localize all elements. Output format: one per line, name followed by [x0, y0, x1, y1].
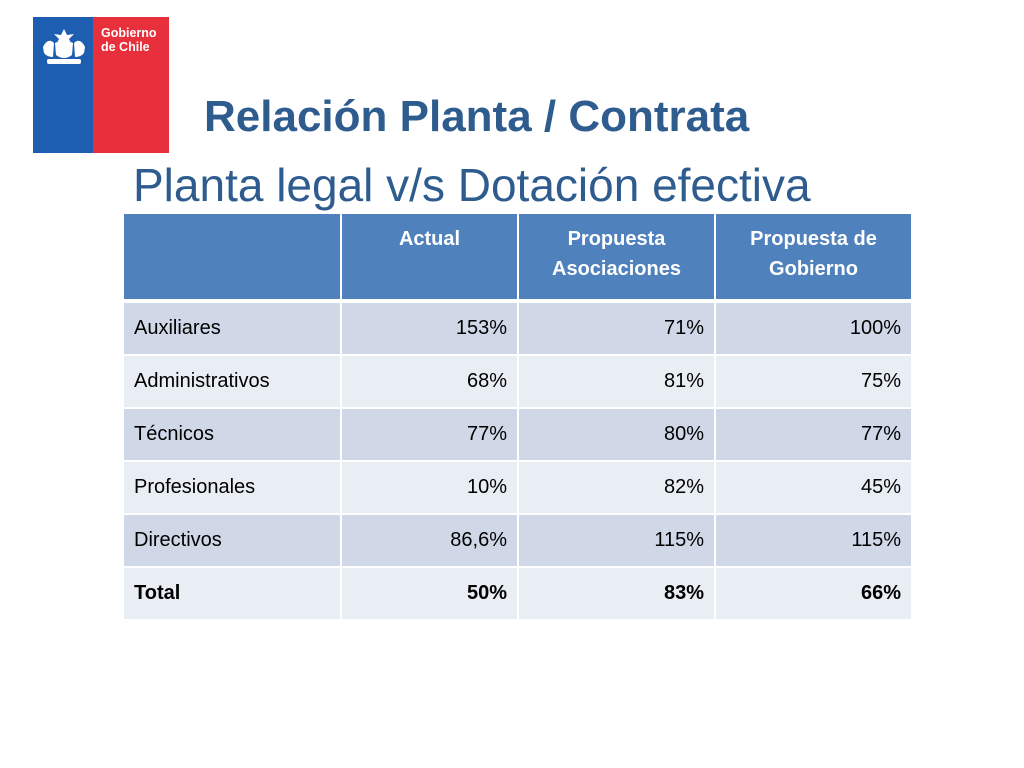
logo-red-panel: [93, 17, 169, 153]
comparison-table: Actual Propuesta Asociaciones Propuesta …: [124, 214, 913, 621]
cell-actual: 68%: [342, 356, 519, 409]
cell-propuesta-asociaciones: 80%: [519, 409, 716, 462]
table-header-row: Actual Propuesta Asociaciones Propuesta …: [124, 214, 913, 303]
cell-propuesta-asociaciones: 71%: [519, 303, 716, 356]
logo-text-line1: Gobierno: [101, 26, 157, 40]
cell-propuesta-asociaciones: 81%: [519, 356, 716, 409]
row-label: Directivos: [124, 515, 342, 568]
logo-blue-panel: [33, 17, 93, 153]
table-row: Directivos 86,6% 115% 115%: [124, 515, 913, 568]
cell-propuesta-gobierno: 77%: [716, 409, 913, 462]
table-row: Técnicos 77% 80% 77%: [124, 409, 913, 462]
cell-actual: 10%: [342, 462, 519, 515]
row-label: Técnicos: [124, 409, 342, 462]
header-cell-empty: [124, 214, 342, 303]
coat-of-arms-icon: [43, 29, 85, 64]
slide-title: Relación Planta / Contrata: [204, 92, 750, 141]
table-row-total: Total 50% 83% 66%: [124, 568, 913, 621]
cell-propuesta-asociaciones: 82%: [519, 462, 716, 515]
cell-actual: 153%: [342, 303, 519, 356]
table-row: Profesionales 10% 82% 45%: [124, 462, 913, 515]
cell-propuesta-gobierno: 115%: [716, 515, 913, 568]
cell-actual: 77%: [342, 409, 519, 462]
logo-text-line2: de Chile: [101, 40, 150, 54]
cell-propuesta-gobierno: 100%: [716, 303, 913, 356]
header-cell-propuesta-gobierno: Propuesta de Gobierno: [716, 214, 913, 303]
cell-actual: 50%: [342, 568, 519, 621]
cell-propuesta-gobierno: 66%: [716, 568, 913, 621]
row-label: Administrativos: [124, 356, 342, 409]
cell-propuesta-asociaciones: 115%: [519, 515, 716, 568]
cell-propuesta-gobierno: 45%: [716, 462, 913, 515]
row-label: Profesionales: [124, 462, 342, 515]
cell-propuesta-gobierno: 75%: [716, 356, 913, 409]
table-row: Auxiliares 153% 71% 100%: [124, 303, 913, 356]
slide-subtitle: Planta legal v/s Dotación efectiva: [133, 159, 811, 211]
header-cell-propuesta-asociaciones: Propuesta Asociaciones: [519, 214, 716, 303]
logo-text: Gobierno de Chile: [101, 26, 157, 54]
row-label: Auxiliares: [124, 303, 342, 356]
header-cell-actual: Actual: [342, 214, 519, 303]
cell-actual: 86,6%: [342, 515, 519, 568]
gobierno-de-chile-logo: Gobierno de Chile: [33, 17, 169, 153]
table-row: Administrativos 68% 81% 75%: [124, 356, 913, 409]
row-label: Total: [124, 568, 342, 621]
cell-propuesta-asociaciones: 83%: [519, 568, 716, 621]
